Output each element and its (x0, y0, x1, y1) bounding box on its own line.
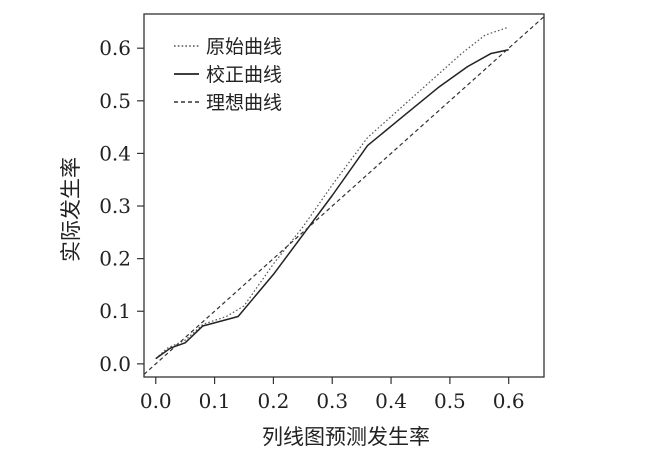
legend-label-1: 原始曲线 (206, 36, 282, 58)
x-tick-label: 0.4 (375, 389, 407, 413)
x-tick-label: 0.6 (493, 389, 525, 413)
y-tick-label: 0.5 (99, 89, 131, 113)
x-tick-label: 0.0 (140, 389, 172, 413)
y-axis-title: 实际发生率 (59, 157, 83, 262)
y-tick-label: 0.0 (99, 352, 131, 376)
series-line-3 (144, 16, 544, 375)
x-tick-label: 0.1 (199, 389, 231, 413)
legend-label-3: 理想曲线 (206, 92, 282, 114)
legend-label-2: 校正曲线 (206, 64, 282, 86)
y-tick-label: 0.6 (99, 36, 131, 60)
y-tick-label: 0.4 (99, 141, 131, 165)
plot-frame (143, 13, 545, 378)
y-tick-label: 0.3 (99, 194, 131, 218)
series-line-1 (155, 26, 509, 360)
y-tick-label: 0.2 (99, 247, 131, 271)
x-tick-label: 0.3 (316, 389, 348, 413)
x-axis-title: 列线图预测发生率 (262, 425, 430, 449)
x-tick-label: 0.2 (258, 389, 290, 413)
y-tick-label: 0.1 (99, 299, 131, 323)
series-line-2 (155, 49, 509, 360)
x-tick-label: 0.5 (434, 389, 466, 413)
